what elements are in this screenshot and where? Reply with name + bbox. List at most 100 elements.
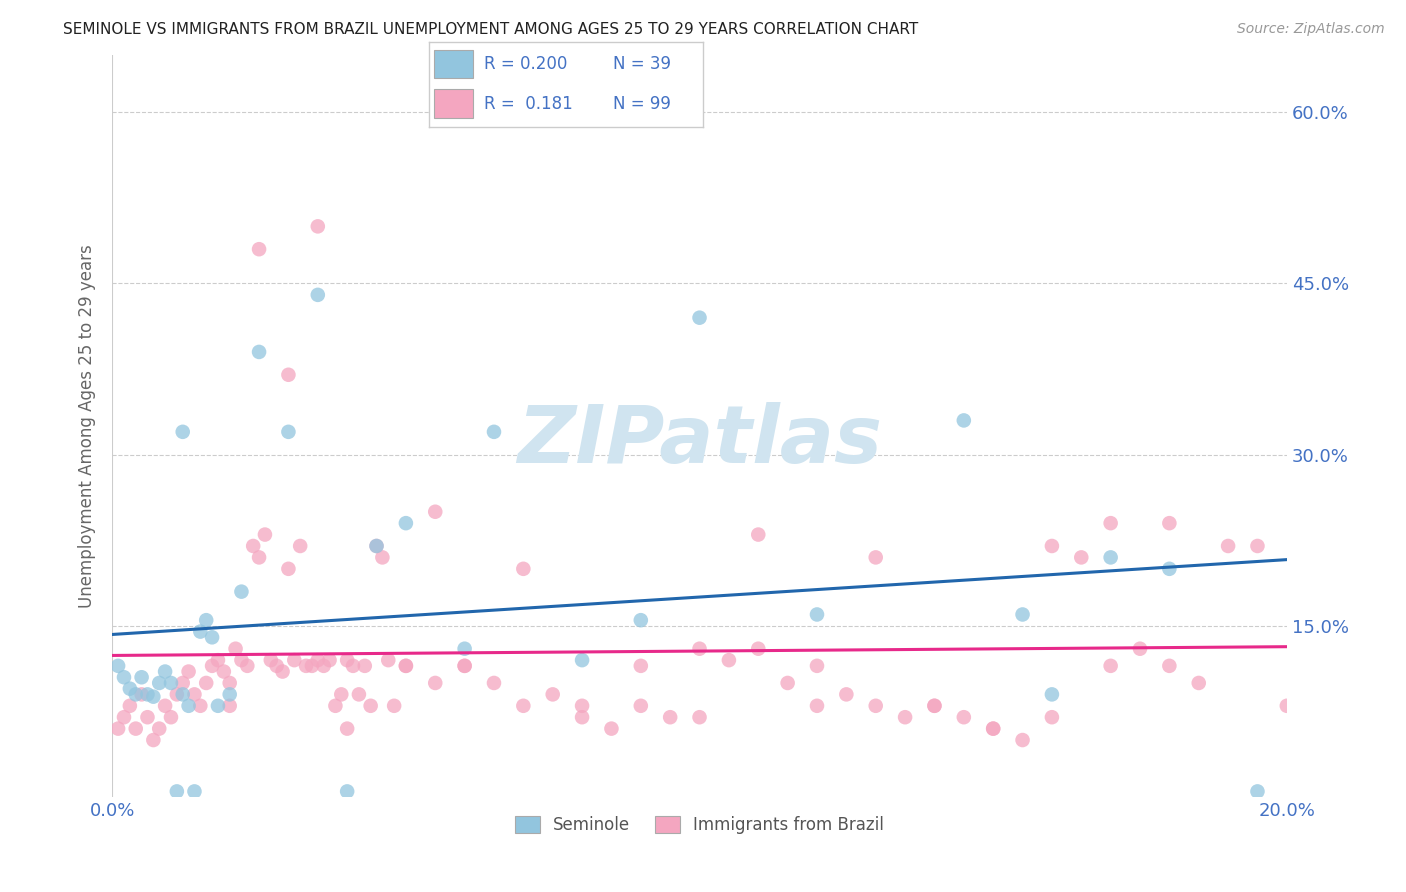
Point	[177, 665, 200, 679]
Point	[260, 653, 283, 667]
Text: R = 0.200: R = 0.200	[484, 55, 567, 73]
Point	[1011, 607, 1033, 622]
Point	[225, 641, 247, 656]
Point	[166, 784, 188, 798]
Point	[1275, 698, 1298, 713]
Point	[271, 665, 294, 679]
Point	[894, 710, 917, 724]
Point	[776, 676, 799, 690]
Point	[865, 550, 887, 565]
Point	[953, 710, 976, 724]
Point	[353, 658, 375, 673]
Point	[395, 658, 418, 673]
Point	[195, 613, 218, 627]
Bar	[434, 89, 472, 119]
Point	[366, 539, 388, 553]
Point	[307, 219, 329, 234]
Point	[277, 562, 299, 576]
Point	[125, 687, 148, 701]
Point	[236, 658, 259, 673]
Point	[336, 784, 359, 798]
Text: N = 99: N = 99	[613, 95, 671, 112]
Point	[630, 658, 652, 673]
Text: ZIPatlas: ZIPatlas	[517, 402, 882, 480]
Point	[1129, 641, 1152, 656]
Point	[153, 698, 176, 713]
Point	[366, 539, 388, 553]
Point	[1070, 550, 1092, 565]
Text: SEMINOLE VS IMMIGRANTS FROM BRAZIL UNEMPLOYMENT AMONG AGES 25 TO 29 YEARS CORREL: SEMINOLE VS IMMIGRANTS FROM BRAZIL UNEMP…	[63, 22, 918, 37]
Point	[188, 698, 211, 713]
Point	[112, 670, 135, 684]
Point	[630, 613, 652, 627]
Legend: Seminole, Immigrants from Brazil: Seminole, Immigrants from Brazil	[508, 809, 891, 841]
Point	[1159, 516, 1181, 530]
Point	[266, 658, 288, 673]
Point	[1040, 687, 1063, 701]
Point	[172, 687, 194, 701]
Point	[1246, 539, 1268, 553]
Point	[218, 687, 240, 701]
Point	[1099, 658, 1122, 673]
Point	[336, 722, 359, 736]
Point	[865, 698, 887, 713]
Point	[195, 676, 218, 690]
Point	[218, 676, 240, 690]
Point	[153, 665, 176, 679]
Point	[717, 653, 740, 667]
Point	[1040, 710, 1063, 724]
Point	[453, 641, 475, 656]
Point	[107, 722, 129, 736]
Point	[571, 653, 593, 667]
Point	[541, 687, 564, 701]
Point	[330, 687, 353, 701]
Point	[1099, 516, 1122, 530]
Point	[142, 690, 165, 704]
Point	[1246, 784, 1268, 798]
Point	[1099, 550, 1122, 565]
Point	[207, 653, 229, 667]
Point	[806, 607, 828, 622]
Point	[382, 698, 405, 713]
Point	[148, 676, 170, 690]
Point	[924, 698, 946, 713]
Point	[253, 527, 276, 541]
Point	[512, 562, 534, 576]
Point	[630, 698, 652, 713]
Point	[247, 345, 270, 359]
Text: N = 39: N = 39	[613, 55, 671, 73]
Point	[231, 653, 253, 667]
Point	[659, 710, 682, 724]
Point	[835, 687, 858, 701]
Point	[131, 670, 153, 684]
Point	[118, 698, 141, 713]
Point	[1188, 676, 1211, 690]
Bar	[434, 50, 472, 78]
Point	[242, 539, 264, 553]
Point	[747, 527, 769, 541]
Point	[371, 550, 394, 565]
Point	[342, 658, 364, 673]
Point	[689, 641, 711, 656]
Point	[307, 653, 329, 667]
Point	[148, 722, 170, 736]
Point	[212, 665, 235, 679]
Point	[277, 368, 299, 382]
Point	[924, 698, 946, 713]
Point	[600, 722, 623, 736]
Point	[1159, 562, 1181, 576]
Point	[425, 676, 447, 690]
Point	[377, 653, 399, 667]
Point	[177, 698, 200, 713]
Point	[571, 710, 593, 724]
Point	[953, 413, 976, 427]
Point	[981, 722, 1004, 736]
Point	[118, 681, 141, 696]
Text: R =  0.181: R = 0.181	[484, 95, 572, 112]
Point	[136, 710, 159, 724]
Point	[188, 624, 211, 639]
Point	[307, 288, 329, 302]
Point	[425, 505, 447, 519]
Point	[1040, 539, 1063, 553]
Point	[301, 658, 323, 673]
